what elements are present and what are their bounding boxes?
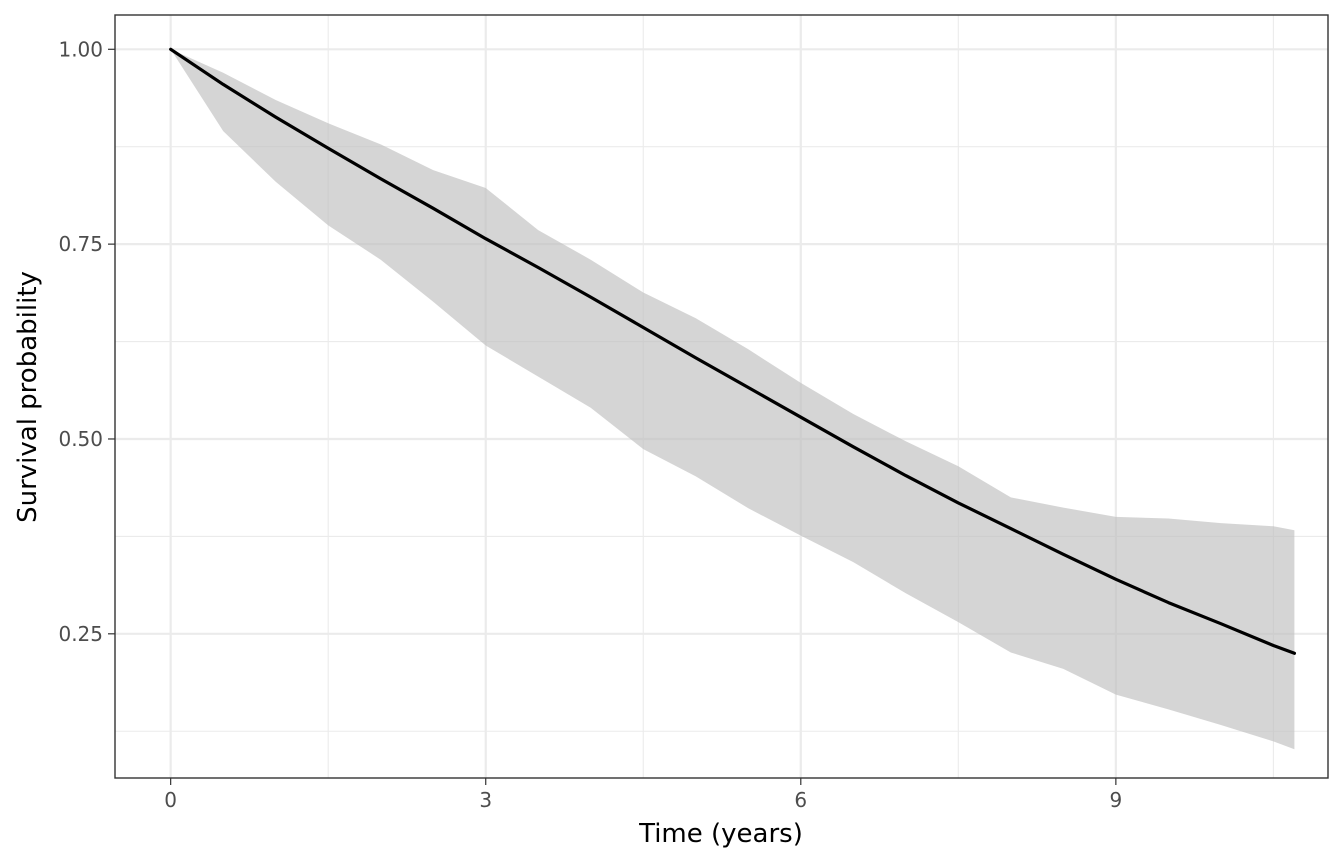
y-axis-title: Survival probability bbox=[13, 271, 43, 523]
y-tick-label: 0.75 bbox=[58, 232, 103, 256]
x-axis-title: Time (years) bbox=[638, 819, 803, 849]
data-layer bbox=[169, 47, 1297, 750]
x-tick-label: 0 bbox=[164, 788, 177, 812]
x-tick-label: 9 bbox=[1109, 788, 1122, 812]
survival-curve-line bbox=[169, 47, 1297, 655]
y-tick-label: 1.00 bbox=[58, 37, 103, 61]
plot-panel-border bbox=[114, 14, 1329, 779]
y-tick-label: 0.50 bbox=[58, 427, 103, 451]
x-tick-label: 6 bbox=[794, 788, 807, 812]
y-tick-label: 0.25 bbox=[58, 622, 103, 646]
confidence-band bbox=[170, 49, 1295, 750]
x-tick-label: 3 bbox=[479, 788, 492, 812]
axis-layer: 0 3 6 9 0.25 0.50 0.75 1.00 bbox=[58, 37, 1122, 812]
